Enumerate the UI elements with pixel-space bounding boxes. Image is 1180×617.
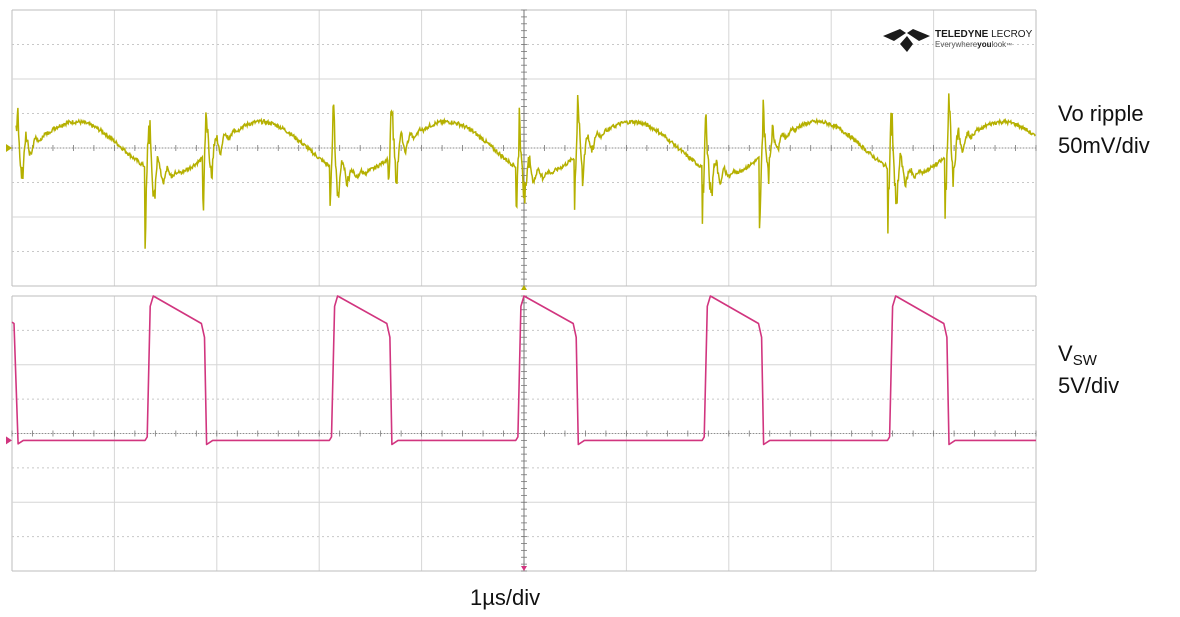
brand-tagline-pre: Everywhere (935, 40, 978, 49)
vo-ripple-channel-label: Vo ripple 50mV/div (1058, 98, 1150, 162)
traces (6, 93, 1037, 571)
vo-ripple-scale: 50mV/div (1058, 133, 1150, 158)
vsw-ground-marker (6, 436, 12, 445)
teledyne-lecroy-logo: TELEDYNE LECROY Everywhereyoulook™ (883, 29, 1033, 52)
vsw-name-sub: SW (1072, 352, 1097, 369)
teledyne-mark-icon (883, 29, 930, 52)
vsw-name: VSW (1058, 338, 1119, 370)
trigger-marker (521, 285, 527, 290)
brand-trademark: ™ (1006, 42, 1012, 49)
brand-suffix: LECROY (991, 29, 1032, 40)
vsw-scale: 5V/div (1058, 373, 1120, 398)
top-panel-grid (11, 9, 1037, 287)
vo-ripple-ground-marker (6, 144, 12, 152)
brand-tagline-bold: you (977, 40, 991, 49)
timebase-label: 1µs/div (470, 585, 541, 610)
svg-text:Everywhereyoulook™: Everywhereyoulook™ (935, 40, 1012, 49)
vo-ripple-name: Vo ripple (1058, 101, 1144, 126)
brand-tagline-post: look (991, 40, 1007, 49)
bottom-panel-grid (11, 295, 1037, 572)
vsw-channel-label: VSW 5V/div (1058, 338, 1119, 402)
svg-text:TELEDYNE LECROY: TELEDYNE LECROY (935, 29, 1033, 40)
vsw-trace (11, 295, 1036, 446)
vsw-name-main: V (1058, 341, 1073, 366)
brand-name: TELEDYNE (935, 29, 989, 40)
vo-ripple-trace (15, 93, 1037, 249)
trigger-marker-bottom (521, 566, 527, 571)
